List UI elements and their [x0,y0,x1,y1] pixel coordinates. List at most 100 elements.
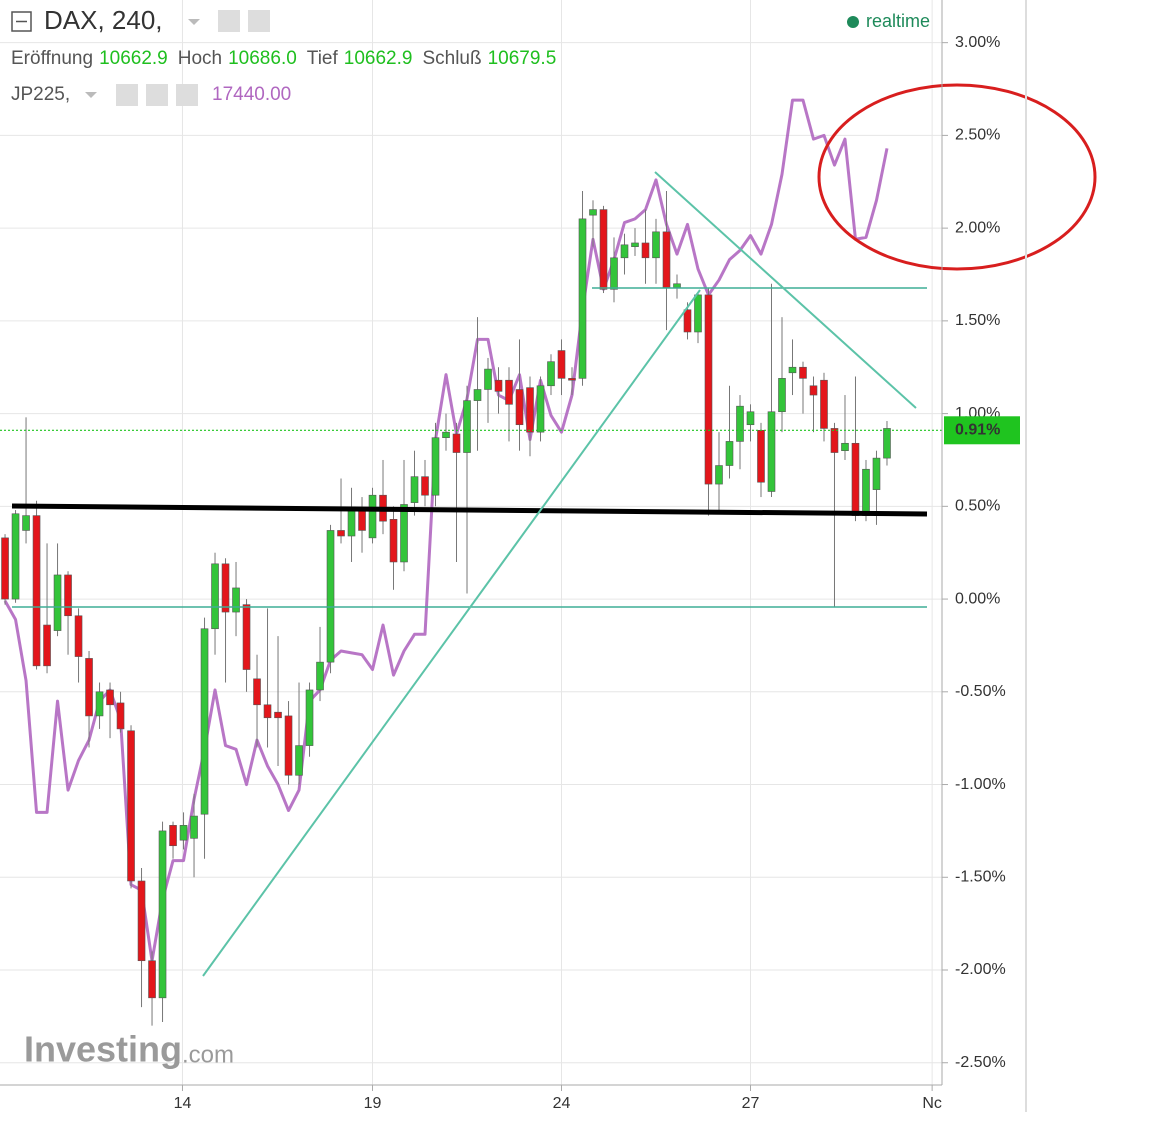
candle-body [326,530,335,663]
highlight-ellipse [817,83,1097,271]
candle-body [788,366,797,374]
candle-body [610,257,618,290]
dropdown-icon[interactable] [85,92,97,98]
candle-body [620,244,629,259]
visibility-icon[interactable] [218,10,240,32]
candle-body [232,587,240,613]
settings-icon[interactable] [146,84,168,106]
stat-label: Tief [307,48,339,69]
x-tick-label: 24 [553,1095,571,1112]
candle-body [452,433,461,453]
plot [0,98,942,1026]
candle-body [809,385,818,396]
candle-body [106,689,114,706]
candle-body [274,711,282,719]
candle-body [872,457,881,490]
candle-body [263,704,272,719]
candle-body [158,830,167,999]
y-tick-label: 3.00% [955,34,1000,51]
candle-body [95,691,104,717]
candle-body [484,368,492,390]
settings-icon[interactable] [248,10,270,32]
candle-body [694,294,702,333]
candle-body [400,504,408,563]
candle-body [169,825,177,847]
remove-icon[interactable] [176,84,198,106]
candle-body [253,678,261,706]
y-tick-label: 1.50% [955,312,1000,329]
stat-label: Eröffnung [11,48,93,69]
candle-body [536,385,545,433]
candle-body [799,366,807,379]
candle-body [85,658,93,717]
candle-body [137,880,146,962]
candle-body [494,379,503,392]
candle-body [473,389,482,401]
y-tick-label: 0.50% [955,498,1000,515]
support-line [11,503,928,517]
candle-body [337,530,345,537]
candle-body [851,442,860,516]
candle-body [736,405,744,442]
candle-body [11,513,20,600]
candle-body [242,604,251,670]
legend-value: 17440.00 [212,84,291,105]
candle-body [74,615,83,657]
candle-body [767,411,776,492]
candle-body [211,563,219,630]
candle-body [883,428,891,459]
candle-body [421,476,429,496]
candle-body [662,231,671,288]
legend-entry: JP225, [11,84,70,105]
candle-body [305,689,314,746]
candle-body [578,218,587,379]
candle-body [599,209,608,290]
candle-body [410,476,419,503]
axis: 3.00%2.50%2.00%1.50%1.00%0.50%0.00%-0.50… [174,34,1020,1112]
dropdown-icon[interactable] [188,19,200,25]
candle-body [368,494,377,539]
realtime-dot [847,16,859,28]
stat-value: 10662.9 [344,48,413,69]
candle-body [295,745,303,776]
candle-body [641,242,650,259]
candle-body [683,309,692,333]
candle-body [64,574,72,617]
candle-body [116,702,125,730]
candle-body [1,537,9,600]
candle-body [431,437,440,496]
candle-body [515,389,524,426]
visibility-icon[interactable] [116,84,138,106]
candle-body [53,574,62,631]
candle-body [148,960,156,999]
candle-body [557,350,566,379]
current-value-badge [944,416,1020,445]
candle-body [547,361,555,387]
collapse-icon[interactable] [11,11,32,32]
candle-body [463,400,471,453]
candle-body [746,411,755,426]
y-tick-label: 2.50% [955,127,1000,144]
candle-body [284,715,293,776]
candle-body [22,515,30,531]
candle-body [347,507,356,537]
chart-title: DAX, 240, [44,5,163,35]
trend-line [654,171,917,409]
x-tick-label: Nc [922,1095,942,1112]
stat-value: 10662.9 [99,48,168,69]
realtime-label: realtime [866,11,930,31]
y-tick-label: -2.00% [955,961,1006,978]
candle-body [127,730,135,882]
y-tick-label: -0.50% [955,683,1006,700]
candle-body [704,294,713,485]
candle-body [221,563,230,613]
candle-body [43,624,51,667]
y-tick-label: -1.00% [955,776,1006,793]
y-tick-label: 0.00% [955,590,1000,607]
candle-body [505,379,513,405]
x-tick-label: 14 [174,1095,192,1112]
candle-body [673,283,681,288]
y-tick-label: 2.00% [955,219,1000,236]
